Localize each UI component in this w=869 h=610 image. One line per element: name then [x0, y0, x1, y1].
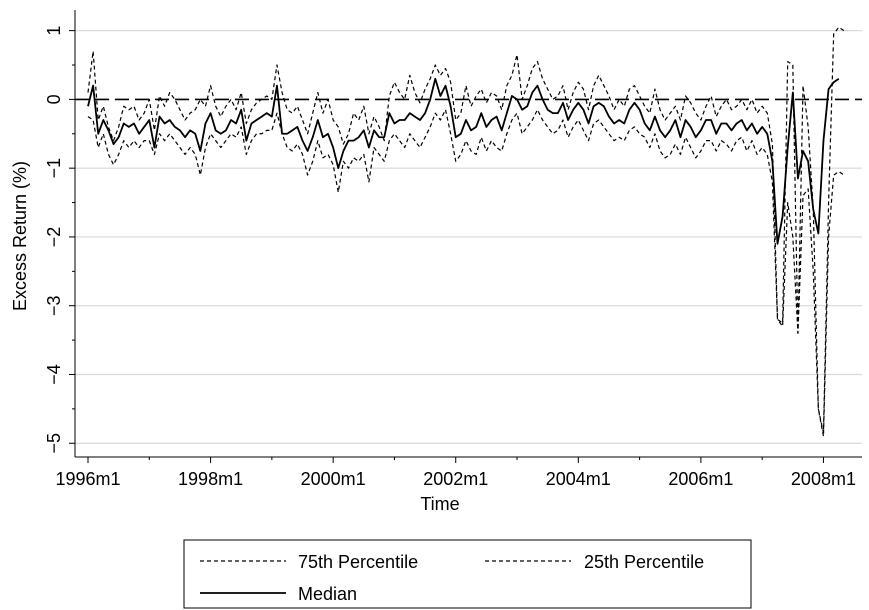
y-tick-label: 0	[44, 94, 64, 104]
x-tick-label: 1998m1	[178, 469, 243, 489]
series-line-median	[87, 77, 840, 245]
x-tick-label: 2000m1	[301, 469, 366, 489]
x-tick-label: 2008m1	[791, 469, 856, 489]
legend-label-25th: 25th Percentile	[584, 552, 704, 572]
x-axis-ticks: 1996m1 1998m1 2000m1 2002m1 2004m1 2006m1 2008…	[55, 457, 856, 489]
gridlines	[75, 30, 862, 444]
legend-label-median: Median	[298, 584, 357, 604]
y-axis-label: Excess Return (%)	[10, 161, 30, 311]
y-tick-label: 1	[44, 26, 64, 36]
x-tick-label: 1996m1	[55, 469, 120, 489]
x-tick-label: 2002m1	[423, 469, 488, 489]
legend-label-75th: 75th Percentile	[298, 552, 418, 572]
y-tick-label: −3	[44, 295, 64, 316]
y-tick-label: −2	[44, 227, 64, 248]
y-tick-label: −5	[44, 433, 64, 454]
legend-box	[183, 539, 752, 609]
legend: 75th Percentile 25th Percentile Median	[183, 539, 752, 609]
x-tick-label: 2006m1	[668, 469, 733, 489]
x-tick-label: 2004m1	[546, 469, 611, 489]
y-tick-label: −4	[44, 364, 64, 385]
plot-background	[75, 10, 862, 457]
y-tick-label: −1	[44, 158, 64, 179]
series-layer	[87, 26, 845, 437]
x-axis-label: Time	[420, 494, 459, 514]
plot-area: 1 0 −1 −2 −3 −4 −5 1996m1 1998m1 2000m1 2002m1 200…	[44, 10, 862, 489]
series-line-75th-percentile	[87, 26, 845, 434]
y-axis-ticks: 1 0 −1 −2 −3 −4 −5	[44, 26, 75, 454]
